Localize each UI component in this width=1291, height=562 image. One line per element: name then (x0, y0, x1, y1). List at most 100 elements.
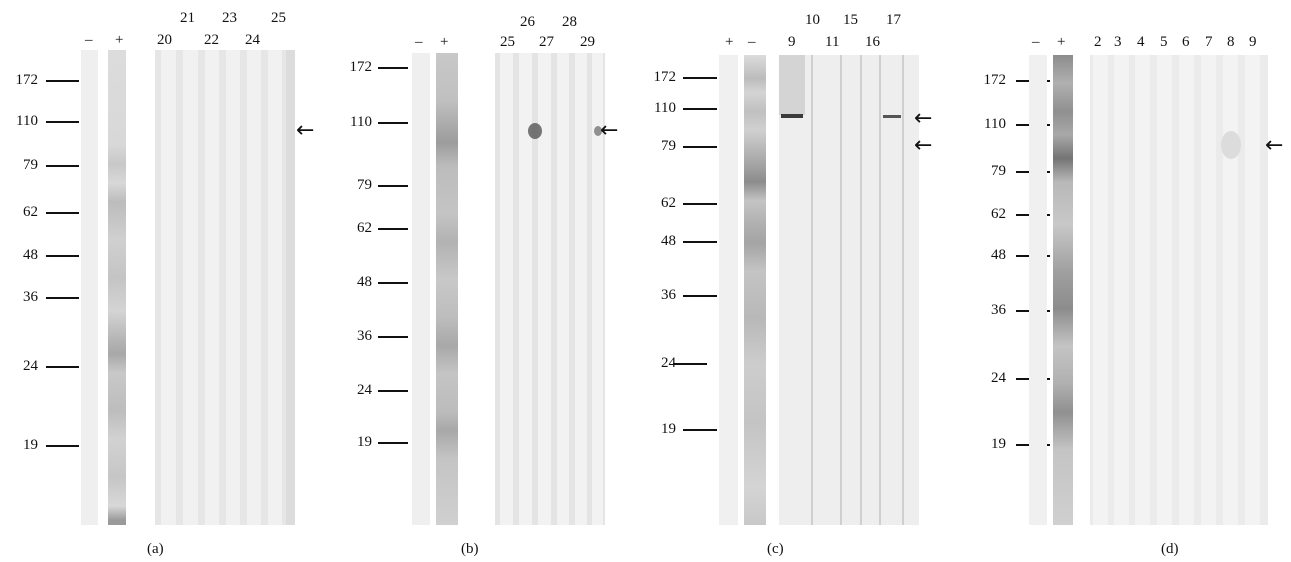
mw-tick (683, 241, 717, 243)
mw-tick (378, 390, 408, 392)
mw-label: 62 (357, 220, 372, 236)
mw-tick (378, 228, 408, 230)
mw-label: 62 (661, 195, 676, 211)
mw-tick (683, 146, 717, 148)
panel-c: 172 110 79 62 48 36 24 19 + – 10 15 17 9… (640, 0, 960, 562)
mw-tick (46, 165, 79, 167)
lane-label: 17 (886, 12, 901, 28)
lane-label: 4 (1137, 34, 1145, 50)
mw-label: 24 (991, 370, 1006, 386)
control-label-negative: – (415, 34, 423, 50)
mw-tick (683, 295, 717, 297)
control-label-positive: + (440, 34, 449, 50)
control-strip-negative (412, 53, 430, 525)
lane-label: 21 (180, 10, 195, 26)
lane-label: 25 (500, 34, 515, 50)
control-label-positive: + (1057, 34, 1066, 50)
blot-membrane (155, 50, 295, 525)
mw-tick (378, 122, 408, 124)
mw-label: 36 (991, 302, 1006, 318)
control-strip-negative (81, 50, 98, 525)
mw-label: 24 (23, 358, 38, 374)
mw-label: 36 (357, 328, 372, 344)
blot-membrane (779, 55, 919, 525)
mw-label: 172 (983, 72, 1007, 88)
control-label-negative: – (748, 34, 756, 50)
lane-label: 2 (1094, 34, 1102, 50)
mw-tick (378, 336, 408, 338)
panel-b: 172 110 79 62 48 36 24 19 – + 26 28 25 2… (330, 0, 630, 562)
lane-label: 6 (1182, 34, 1190, 50)
mw-tick (683, 203, 717, 205)
mw-label: 110 (16, 113, 38, 129)
mw-tick (46, 445, 79, 447)
control-strip-positive (436, 53, 458, 525)
lane-label: 9 (1249, 34, 1257, 50)
lane-label: 26 (520, 14, 535, 30)
mw-tick (683, 77, 717, 79)
lane-label: 24 (245, 32, 260, 48)
blot-membrane (495, 53, 605, 525)
mw-label: 62 (991, 206, 1006, 222)
mw-label: 36 (23, 289, 38, 305)
blot-membrane (1090, 55, 1268, 525)
band-arrow: ← (600, 118, 619, 143)
mw-label: 110 (350, 114, 372, 130)
lane-label: 16 (865, 34, 880, 50)
mw-label: 24 (661, 355, 676, 371)
mw-label: 79 (661, 138, 676, 154)
mw-tick (46, 366, 79, 368)
lane-label: 20 (157, 32, 172, 48)
mw-label: 24 (357, 382, 372, 398)
panel-caption: (b) (461, 541, 479, 557)
mw-label: 172 (15, 72, 39, 88)
lane-label: 7 (1205, 34, 1213, 50)
control-strip-positive (108, 50, 126, 525)
mw-label: 19 (23, 437, 38, 453)
lane-label: 5 (1160, 34, 1168, 50)
band-arrow: ← (914, 106, 933, 131)
mw-label: 62 (23, 204, 38, 220)
mw-label: 48 (357, 274, 372, 290)
mw-label: 48 (23, 247, 38, 263)
mw-label: 36 (661, 287, 676, 303)
mw-label: 19 (357, 434, 372, 450)
mw-label: 19 (661, 421, 676, 437)
control-strip-positive (1053, 55, 1073, 525)
lane-label: 15 (843, 12, 858, 28)
mw-label: 110 (654, 100, 676, 116)
lane-label: 23 (222, 10, 237, 26)
mw-tick (378, 185, 408, 187)
mw-label: 79 (23, 157, 38, 173)
mw-tick (46, 255, 79, 257)
band-arrow: ← (1265, 133, 1284, 158)
mw-label: 48 (991, 247, 1006, 263)
mw-tick (378, 67, 408, 69)
lane-label: 22 (204, 32, 219, 48)
mw-label: 172 (653, 69, 677, 85)
mw-label: 19 (991, 436, 1006, 452)
band-arrow: ← (914, 133, 933, 158)
control-label-positive: + (115, 32, 124, 48)
lane-label: 11 (825, 34, 840, 50)
panel-caption: (a) (147, 541, 164, 557)
mw-label: 48 (661, 233, 676, 249)
lane-label: 3 (1114, 34, 1122, 50)
lane-label: 10 (805, 12, 820, 28)
panel-d: 172 110 79 62 48 36 24 19 – + 2 3 4 5 6 … (970, 0, 1291, 562)
mw-label: 79 (357, 177, 372, 193)
mw-label: 79 (991, 163, 1006, 179)
lane-label: 8 (1227, 34, 1235, 50)
control-strip-positive (719, 55, 738, 525)
lane-label: 28 (562, 14, 577, 30)
control-label-negative: – (85, 32, 93, 48)
control-strip-negative (744, 55, 766, 525)
control-label-positive: + (725, 34, 734, 50)
mw-tick (46, 212, 79, 214)
control-label-negative: – (1032, 34, 1040, 50)
mw-tick (683, 108, 717, 110)
panel-a: 172 110 79 62 48 36 24 19 – + 21 23 25 2… (0, 0, 320, 562)
panel-caption: (c) (767, 541, 784, 557)
lane-label: 27 (539, 34, 554, 50)
lane-label: 9 (788, 34, 796, 50)
